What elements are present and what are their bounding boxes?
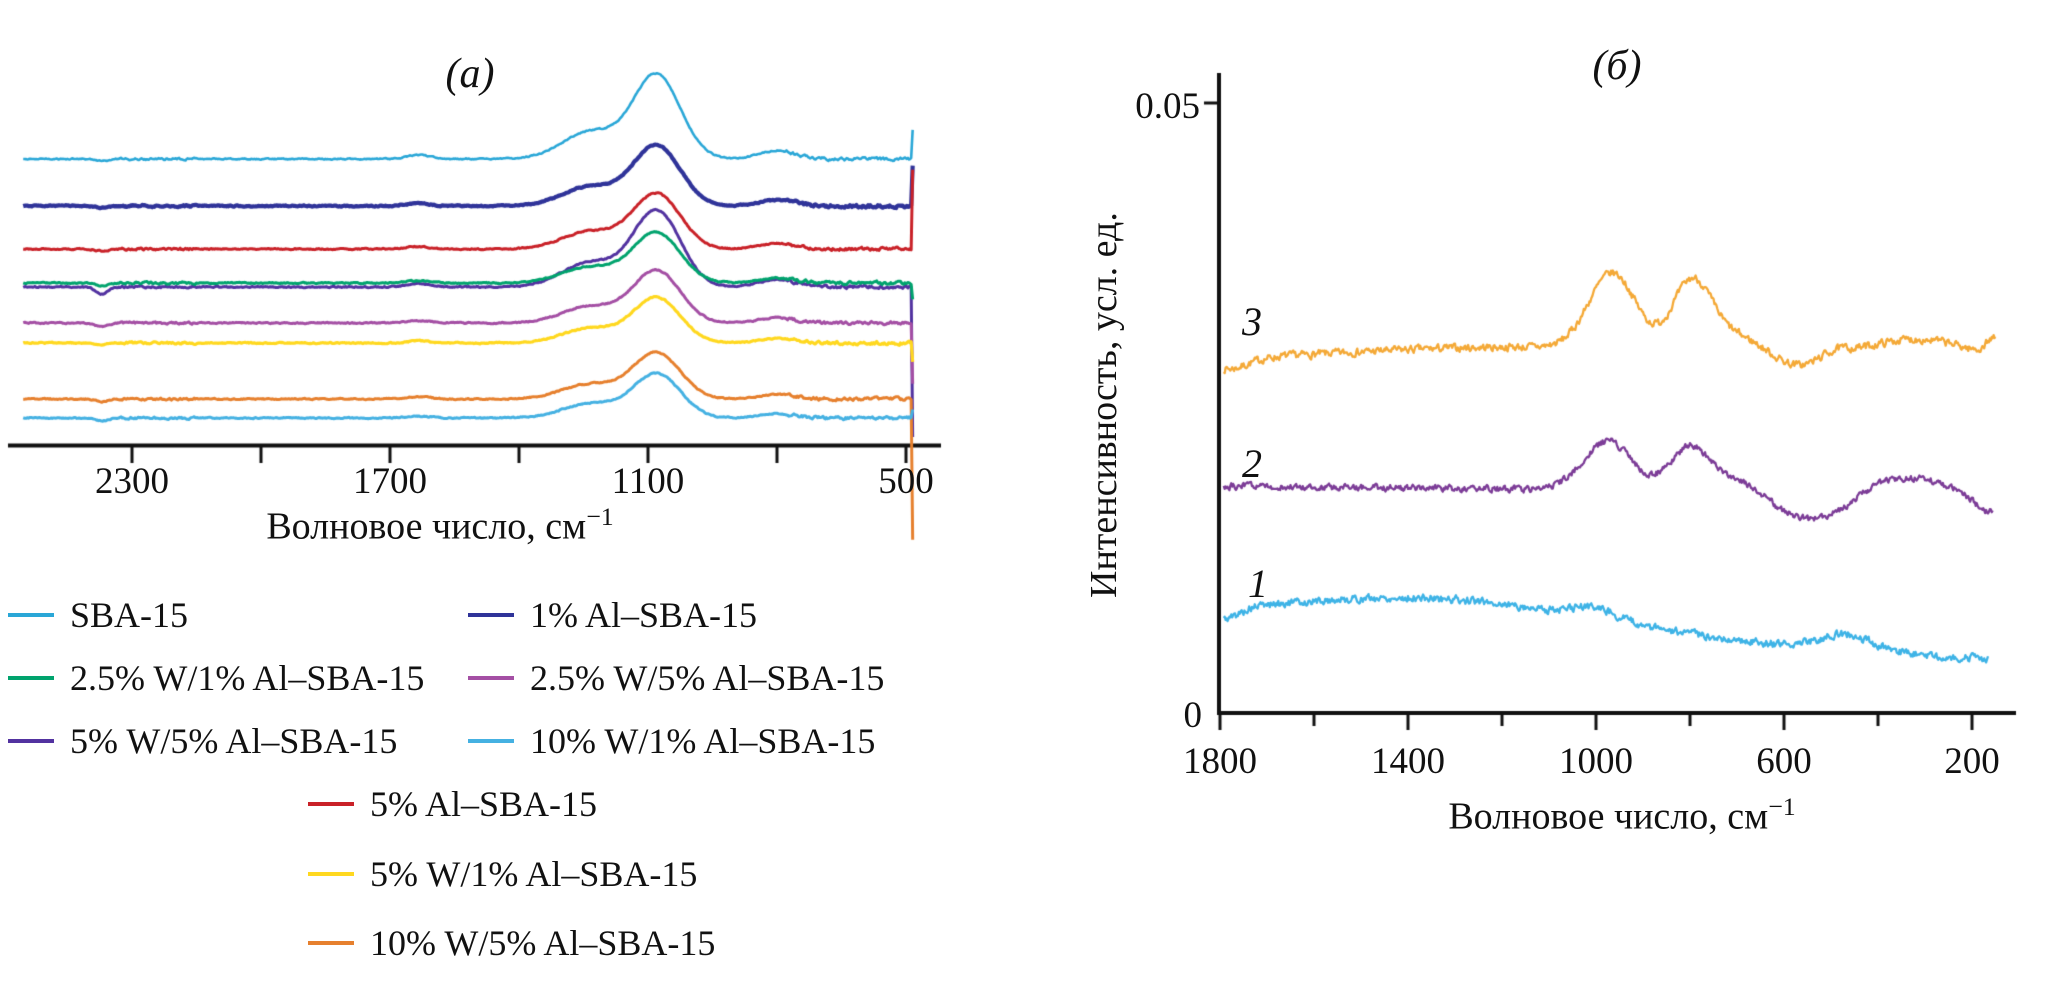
legend-label: 5% W/1% Al–SBA-15 <box>370 854 698 894</box>
legend-item-10w1al: 10% W/1% Al–SBA-15 <box>468 720 875 762</box>
panel-a-xtick-1700: 1700 <box>353 461 427 502</box>
panel-a-xaxis-label-text: Волновое число, см <box>266 505 587 548</box>
panel-b-title: (б) <box>1592 43 1642 89</box>
legend-label: 10% W/5% Al–SBA-15 <box>370 923 716 963</box>
panel-b-xtick-200: 200 <box>1944 741 2000 782</box>
legend-swatch <box>308 941 354 945</box>
legend-swatch <box>468 676 514 680</box>
curve-label-1: 1 <box>1248 561 1268 606</box>
legend-item-5al: 5% Al–SBA-15 <box>308 783 597 825</box>
legend-swatch <box>308 872 354 876</box>
legend-item-10w5al: 10% W/5% Al–SBA-15 <box>308 922 715 964</box>
panel-a-title: (а) <box>445 51 495 97</box>
legend-label: 1% Al–SBA-15 <box>530 595 758 635</box>
panel-b-yaxis-label: Интенсивность, усл. ед. <box>1083 212 1125 598</box>
legend-label: SBA-15 <box>70 595 189 635</box>
panel-a-xaxis-label: Волновое число, см−1 <box>180 502 700 549</box>
legend-label: 2.5% W/1% Al–SBA-15 <box>70 658 425 698</box>
panel-b-xaxis-label-exponent: −1 <box>1768 792 1796 821</box>
legend-swatch <box>468 613 514 617</box>
panel-b-xaxis-label: Волновое число, см−1 <box>1372 792 1872 839</box>
panel-b-xaxis-label-text: Волновое число, см <box>1448 795 1769 838</box>
panel-a-xtick-1100: 1100 <box>611 461 685 502</box>
legend-item-1al: 1% Al–SBA-15 <box>468 594 757 636</box>
panel-a-xaxis-label-exponent: −1 <box>586 502 614 531</box>
legend-label: 5% Al–SBA-15 <box>370 784 598 824</box>
legend-item-sba15: SBA-15 <box>8 594 188 636</box>
panel-a-xtick-2300: 2300 <box>95 461 169 502</box>
curve-label-3: 3 <box>1242 299 1262 344</box>
legend-swatch <box>8 676 54 680</box>
legend-swatch <box>8 739 54 743</box>
curve-label-2: 2 <box>1242 441 1262 486</box>
legend-item-25w5al: 2.5% W/5% Al–SBA-15 <box>468 657 884 699</box>
panel-b-xtick-1400: 1400 <box>1371 741 1445 782</box>
legend-label: 2.5% W/5% Al–SBA-15 <box>530 658 885 698</box>
panel-a-xtick-500: 500 <box>878 461 934 502</box>
legend-swatch <box>8 613 54 617</box>
legend-label: 10% W/1% Al–SBA-15 <box>530 721 876 761</box>
legend-item-25w1al: 2.5% W/1% Al–SBA-15 <box>8 657 424 699</box>
panel-b-ytick-0: 0 <box>1183 695 1203 736</box>
panel-b-xtick-600: 600 <box>1756 741 1812 782</box>
legend-item-5w1al: 5% W/1% Al–SBA-15 <box>308 853 697 895</box>
panel-b-ytick-005: 0.05 <box>1135 86 1200 127</box>
legend-swatch <box>468 739 514 743</box>
legend-swatch <box>308 802 354 806</box>
panel-b-xtick-1000: 1000 <box>1559 741 1633 782</box>
panel-b-xtick-1800: 1800 <box>1183 741 1257 782</box>
legend-label: 5% W/5% Al–SBA-15 <box>70 721 398 761</box>
legend-item-5w5al: 5% W/5% Al–SBA-15 <box>8 720 397 762</box>
